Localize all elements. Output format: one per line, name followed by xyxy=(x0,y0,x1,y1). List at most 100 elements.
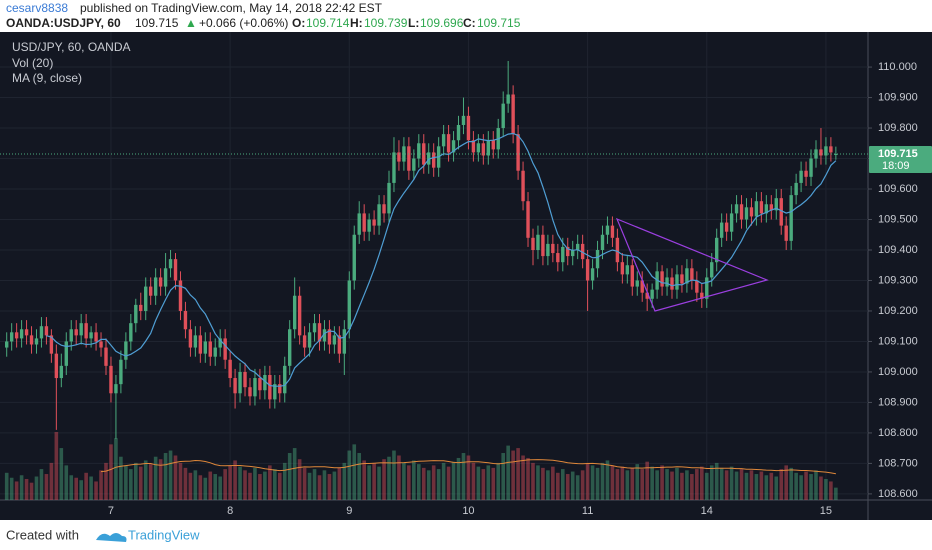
volume-bar xyxy=(357,453,362,500)
volume-bar xyxy=(89,476,93,500)
candle-body xyxy=(446,134,451,153)
volume-bar xyxy=(585,462,590,500)
candle-body xyxy=(690,268,694,281)
candle-body xyxy=(566,246,570,257)
candle-body xyxy=(44,326,49,336)
candle-body xyxy=(417,143,421,159)
volume-bar xyxy=(441,462,446,500)
volume-bar xyxy=(565,474,570,500)
candle-body xyxy=(288,329,292,366)
volume-bar xyxy=(665,469,669,500)
chart-title: USD/JPY, 60, OANDA xyxy=(12,40,131,54)
volume-bar xyxy=(69,475,74,500)
volume-bar xyxy=(248,472,252,500)
volume-bar xyxy=(273,469,277,500)
volume-bar xyxy=(312,469,317,500)
candle-body xyxy=(89,332,93,339)
volume-bar xyxy=(496,462,501,500)
volume-bar xyxy=(466,455,471,500)
volume-bar xyxy=(94,481,98,500)
volume-bar xyxy=(690,474,694,500)
volume-bar xyxy=(263,471,267,500)
candle-body xyxy=(571,249,575,257)
candle-body xyxy=(680,274,684,284)
candle-body xyxy=(114,384,118,394)
y-tick-label: 109.600 xyxy=(878,183,918,195)
candle-body xyxy=(84,323,88,339)
volume-bar xyxy=(640,469,645,500)
candle-body xyxy=(9,332,14,342)
volume-bar xyxy=(193,470,198,500)
h-value: 109.739 xyxy=(364,16,408,30)
volume-bar xyxy=(774,476,779,500)
volume-bar xyxy=(784,465,789,500)
candle-body xyxy=(456,124,461,141)
candle-body xyxy=(372,219,376,226)
candle-body xyxy=(665,277,669,287)
candle-body xyxy=(198,335,203,354)
candle-body xyxy=(769,204,774,211)
candle-body xyxy=(148,286,153,296)
l-value: 109.696 xyxy=(420,16,464,30)
candle-body xyxy=(213,347,217,357)
volume-bar xyxy=(615,469,620,500)
volume-bar xyxy=(208,471,213,500)
candle-body xyxy=(834,153,838,155)
candle-body xyxy=(794,182,798,196)
volume-bar xyxy=(595,467,600,500)
volume-label: Vol (20) xyxy=(12,56,53,70)
candle-body xyxy=(19,329,24,339)
volume-bar xyxy=(719,467,724,500)
volume-bar xyxy=(129,469,133,500)
candle-body xyxy=(283,365,287,394)
candle-body xyxy=(342,329,347,354)
candle-body xyxy=(382,204,386,214)
candle-body xyxy=(556,253,560,263)
candle-body xyxy=(352,234,356,281)
volume-bar xyxy=(749,470,754,500)
candle-body xyxy=(829,146,833,153)
brand[interactable]: TradingView xyxy=(128,527,200,542)
volume-bar xyxy=(476,466,481,500)
candle-body xyxy=(312,323,317,333)
last-price-badge xyxy=(869,145,932,173)
volume-bar xyxy=(605,460,610,500)
volume-bar xyxy=(580,470,585,500)
candle-body xyxy=(407,146,411,171)
candle-body xyxy=(824,146,828,156)
candle-body xyxy=(466,115,471,141)
candle-body xyxy=(387,182,391,214)
candle-body xyxy=(710,262,714,278)
ma-label: MA (9, close) xyxy=(12,71,82,85)
author[interactable]: cesarv8838 xyxy=(6,1,68,15)
header-bg xyxy=(0,0,932,32)
volume-bar xyxy=(481,469,486,500)
volume-bar xyxy=(630,467,635,500)
volume-bar xyxy=(44,474,49,500)
candle-body xyxy=(575,243,580,250)
candle-body xyxy=(744,207,749,220)
volume-bar xyxy=(739,469,744,500)
volume-bar xyxy=(625,470,630,500)
published: published on TradingView.com, May 14, 20… xyxy=(80,1,383,15)
volume-bar xyxy=(302,467,307,500)
volume-bar xyxy=(695,469,699,500)
candle-body xyxy=(521,170,525,202)
volume-bar xyxy=(426,470,431,500)
candle-body xyxy=(650,289,654,299)
volume-bar xyxy=(560,469,565,500)
volume-bar xyxy=(173,455,178,500)
y-tick-label: 109.000 xyxy=(878,366,918,378)
candle-body xyxy=(278,384,282,394)
volume-bar xyxy=(769,472,774,500)
countdown: 18:09 xyxy=(882,160,910,172)
volume-bar xyxy=(829,481,833,500)
candle-body xyxy=(104,347,108,366)
candle-body xyxy=(24,329,29,336)
volume-bar xyxy=(421,467,426,500)
candle-body xyxy=(660,271,664,287)
candle-body xyxy=(292,295,297,330)
candle-body xyxy=(268,374,272,400)
candle-body xyxy=(799,170,803,183)
